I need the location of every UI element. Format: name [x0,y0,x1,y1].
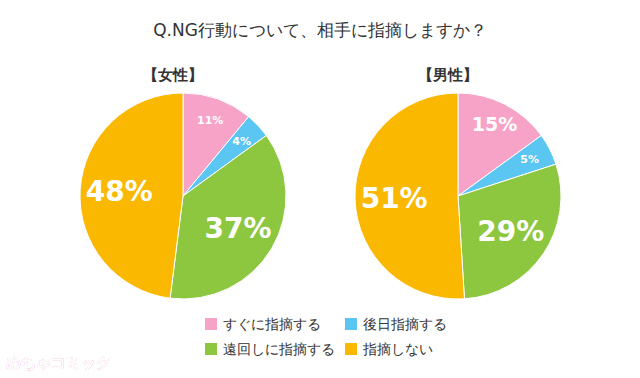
legend-label: 後日指摘する [363,316,447,332]
legend-swatch [345,343,357,355]
data-label: 11% [197,114,223,127]
slice [458,164,561,299]
slice [355,93,464,299]
legend-swatch [205,343,217,355]
data-label: 51% [361,182,428,215]
data-label: 4% [232,135,251,148]
data-label: 29% [477,215,544,248]
legend-swatch [345,318,357,330]
legend-label: 指摘しない [362,341,433,357]
logo-text: めちゃコミック [6,354,111,372]
pie-title: 【女性】 [143,66,203,84]
legend-swatch [205,318,217,330]
legend: すぐに指摘する 後日指摘する遠回しに指摘する 指摘しない [205,316,447,357]
data-label: 48% [86,175,153,208]
chart: Q.NG行動について、相手に指摘しますか？ 11% 4% 37% 48% 【女性】 15% 5… [0,0,640,378]
slice [80,93,183,298]
legend-label: すぐに指摘する [223,316,321,332]
pie-title: 【男性】 [418,66,478,84]
title: Q.NG行動について、相手に指摘しますか？ [153,20,487,40]
pie: 11% 4% 37% 48% [80,93,286,299]
data-label: 37% [204,212,271,245]
slice [170,135,286,299]
data-label: 5% [520,153,539,166]
data-label: 15% [472,113,517,135]
legend-label: 遠回しに指摘する [223,341,335,357]
pie: 15% 5% 29% 51% [355,93,561,299]
